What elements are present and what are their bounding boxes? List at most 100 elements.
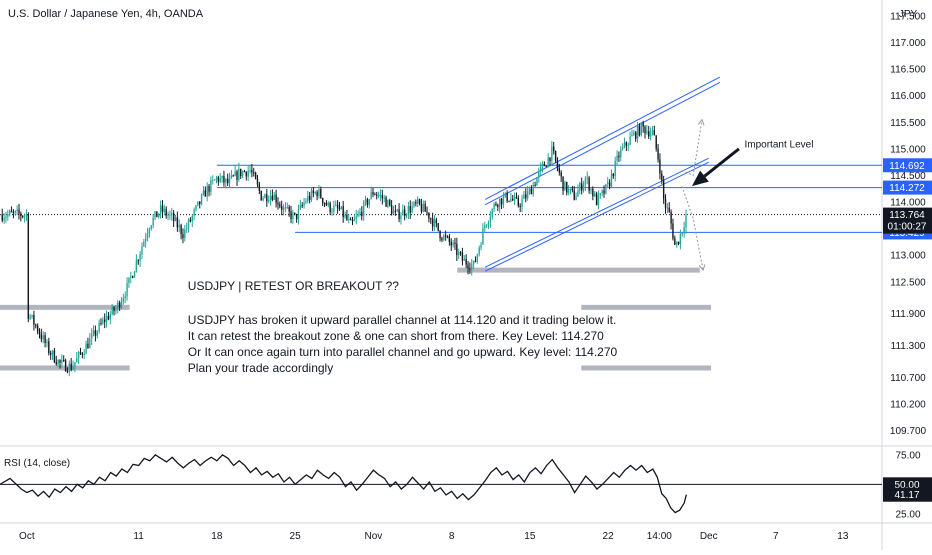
candle-body (426, 211, 428, 213)
countdown-label: 01:00:27 (888, 222, 927, 233)
candle-body (202, 190, 205, 195)
support-zone (581, 365, 711, 371)
candle-body (361, 211, 363, 217)
price-tick-label: 114.500 (890, 171, 926, 182)
candle-body (344, 214, 346, 218)
candle-body (144, 238, 147, 242)
candle-body (141, 246, 143, 254)
candle-body (456, 243, 458, 256)
projection-arrowhead (697, 118, 705, 126)
rsi-layer (0, 454, 882, 514)
candle-body (558, 167, 561, 173)
price-tick-label: 111.900 (891, 309, 926, 320)
candle-body (599, 193, 601, 196)
candle-body (402, 209, 404, 216)
candle-body (5, 216, 7, 218)
candle-body (284, 207, 287, 209)
chart-annotation: USDJPY has broken it upward parallel cha… (188, 313, 616, 327)
candle-body (8, 210, 11, 215)
candle-body (204, 190, 207, 197)
candle-body (294, 212, 296, 214)
candle-body (545, 166, 547, 168)
candle-body (331, 211, 333, 213)
candle-body (594, 193, 596, 197)
price-tick-label: 110.700 (890, 373, 926, 384)
candle-body (124, 296, 126, 299)
candle-body (485, 224, 488, 226)
candle-body (480, 244, 482, 248)
time-tick-label: 15 (524, 531, 536, 542)
candle-body (670, 212, 672, 224)
candle-body (638, 125, 641, 136)
candle-body (452, 242, 454, 246)
time-tick-label: 14:00 (647, 531, 672, 542)
candle-body (117, 302, 119, 309)
candle-body (482, 228, 484, 245)
candle-body (431, 218, 434, 227)
candle-body (286, 206, 288, 208)
candle-body (567, 189, 570, 193)
candle-body (374, 194, 376, 196)
candle-body (385, 197, 387, 207)
candle-body (575, 196, 577, 200)
level-tag-label: 114.692 (889, 161, 925, 172)
candle-body (390, 204, 393, 214)
candle-body (81, 353, 84, 355)
candle-body (588, 177, 590, 191)
price-tick-label: 117.000 (890, 38, 926, 49)
candle-body (273, 194, 275, 200)
time-tick-label: 11 (133, 531, 144, 542)
price-tick-label: 112.500 (890, 277, 926, 288)
candle-body (346, 214, 348, 220)
candle-body (418, 199, 421, 205)
candle-body (59, 360, 61, 363)
channel-line (484, 81, 721, 206)
candle-body (269, 195, 272, 201)
candle-body (517, 197, 520, 206)
price-tick-label: 113.000 (890, 251, 926, 262)
price-tick-label: 109.700 (890, 426, 927, 437)
candle-body (498, 198, 501, 208)
candle-body (169, 214, 171, 216)
time-tick-label: 25 (290, 531, 302, 542)
candle-body (184, 229, 186, 239)
candle-body (199, 201, 201, 204)
candle-body (549, 157, 551, 162)
candle-body (616, 155, 618, 161)
candle-body (526, 191, 529, 199)
candle-body (185, 228, 188, 230)
candle-body (349, 219, 352, 221)
candle-body (396, 209, 398, 212)
candle-body (327, 202, 329, 206)
candle-body (35, 324, 37, 326)
candle-body (597, 195, 600, 206)
candle-body (653, 130, 656, 136)
candle-body (685, 215, 687, 228)
candle-body (500, 198, 503, 205)
level-tag (883, 180, 932, 195)
candle-body (580, 183, 583, 191)
candle-body (33, 314, 35, 325)
rsi-mid-tag-label: 50.00 (894, 480, 919, 491)
currency-label: JPY (899, 9, 918, 20)
chart-annotation: Important Level (745, 140, 814, 151)
candle-body (441, 238, 443, 240)
candle-body (553, 146, 555, 151)
candle-body (640, 122, 642, 136)
candle-body (223, 175, 225, 183)
candle-body (333, 205, 335, 212)
candle-body (27, 213, 30, 319)
candle-body (240, 168, 242, 176)
candle-body (118, 302, 121, 308)
candle-body (675, 241, 678, 245)
candle-body (648, 131, 650, 137)
candle-body (7, 214, 9, 217)
candle-body (562, 176, 564, 191)
candle-body (238, 168, 240, 180)
candle-body (610, 173, 613, 187)
zones-layer (0, 267, 711, 371)
candle-body (165, 208, 167, 216)
candle-body (405, 215, 408, 217)
candle-body (195, 205, 197, 210)
